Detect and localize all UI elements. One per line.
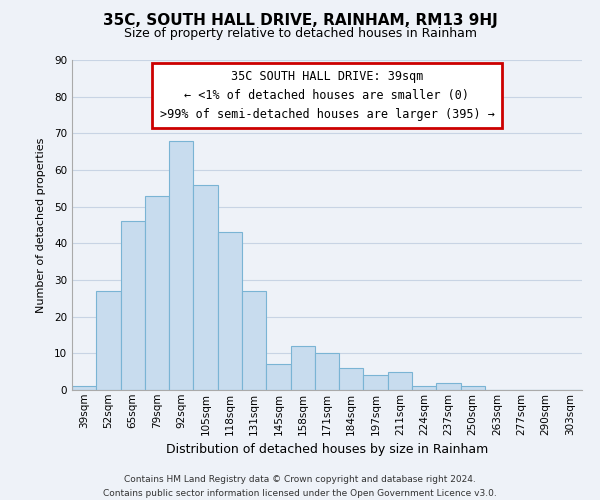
Bar: [315, 354, 339, 390]
Bar: [364, 376, 388, 390]
Bar: [388, 372, 412, 390]
Bar: [290, 346, 315, 390]
Bar: [121, 222, 145, 390]
Bar: [193, 184, 218, 390]
Bar: [169, 140, 193, 390]
Bar: [266, 364, 290, 390]
Text: 35C, SOUTH HALL DRIVE, RAINHAM, RM13 9HJ: 35C, SOUTH HALL DRIVE, RAINHAM, RM13 9HJ: [103, 12, 497, 28]
Text: 35C SOUTH HALL DRIVE: 39sqm
← <1% of detached houses are smaller (0)
>99% of sem: 35C SOUTH HALL DRIVE: 39sqm ← <1% of det…: [160, 70, 494, 121]
Text: Size of property relative to detached houses in Rainham: Size of property relative to detached ho…: [124, 28, 476, 40]
Y-axis label: Number of detached properties: Number of detached properties: [35, 138, 46, 312]
Text: Contains HM Land Registry data © Crown copyright and database right 2024.
Contai: Contains HM Land Registry data © Crown c…: [103, 476, 497, 498]
Bar: [242, 291, 266, 390]
Bar: [461, 386, 485, 390]
Bar: [339, 368, 364, 390]
Bar: [436, 382, 461, 390]
Bar: [145, 196, 169, 390]
Bar: [412, 386, 436, 390]
Bar: [72, 386, 96, 390]
Bar: [96, 291, 121, 390]
X-axis label: Distribution of detached houses by size in Rainham: Distribution of detached houses by size …: [166, 443, 488, 456]
Bar: [218, 232, 242, 390]
